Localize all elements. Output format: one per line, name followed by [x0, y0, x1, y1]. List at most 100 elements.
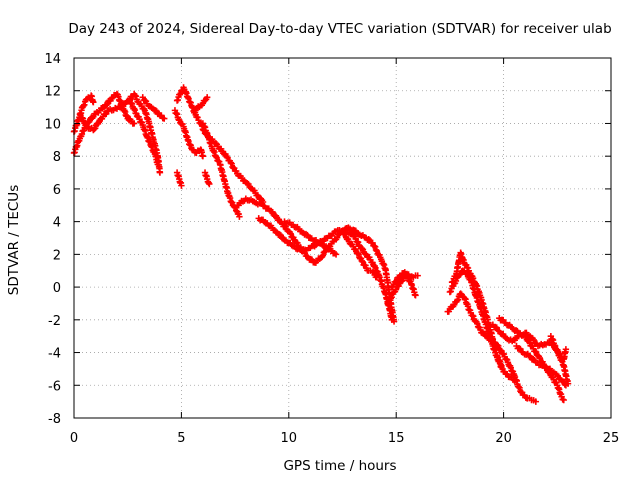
data-point	[332, 251, 340, 258]
data-point	[228, 160, 235, 167]
data-point	[236, 213, 243, 220]
data-points	[70, 84, 572, 405]
data-point	[201, 97, 209, 104]
series-arc-20	[448, 249, 505, 369]
data-point	[161, 115, 168, 122]
data-point	[562, 346, 570, 353]
data-point	[414, 272, 421, 279]
data-point	[522, 333, 530, 340]
data-point	[404, 272, 411, 280]
chart-title: Day 243 of 2024, Sidereal Day-to-day VTE…	[68, 21, 611, 37]
data-point	[354, 249, 362, 257]
data-point	[79, 115, 87, 122]
data-point	[287, 230, 294, 237]
data-point	[460, 256, 467, 264]
data-point	[532, 348, 540, 356]
data-point	[516, 384, 523, 392]
data-point	[130, 120, 138, 127]
data-point	[358, 245, 366, 252]
data-point	[474, 320, 481, 327]
data-point	[399, 277, 406, 284]
data-point	[81, 101, 88, 108]
data-point	[319, 252, 327, 259]
data-point	[276, 231, 283, 238]
data-point	[532, 398, 540, 405]
series-arc-15	[339, 228, 381, 281]
data-point	[103, 102, 110, 109]
data-point	[454, 296, 462, 303]
series-arc-8	[171, 107, 207, 160]
data-point	[530, 355, 537, 363]
data-point	[373, 274, 381, 281]
series-arc-6	[173, 169, 185, 189]
data-point	[243, 179, 251, 187]
series-arc-17	[388, 269, 419, 299]
data-point	[454, 297, 461, 304]
x-tick-label: 5	[177, 431, 185, 446]
series-arc-11	[201, 169, 213, 188]
data-point	[392, 278, 399, 286]
data-point	[318, 253, 326, 261]
y-tick-label: 8	[53, 150, 61, 165]
data-point	[372, 246, 380, 254]
data-point	[503, 355, 510, 363]
x-tick-label: 15	[388, 431, 405, 446]
data-point	[232, 207, 240, 214]
series-arc-9	[191, 94, 211, 114]
series-arc-5	[139, 94, 168, 122]
data-point	[515, 383, 522, 391]
grid	[74, 58, 611, 418]
data-point	[470, 312, 477, 320]
data-point	[388, 293, 395, 301]
data-point	[359, 246, 367, 253]
data-point	[152, 107, 159, 114]
data-point	[212, 152, 219, 160]
data-point	[203, 94, 211, 101]
y-tick-label: -6	[48, 379, 61, 394]
data-point	[564, 380, 572, 387]
data-point	[227, 159, 235, 166]
data-point	[536, 354, 544, 362]
data-point	[245, 180, 252, 188]
x-tick-label: 0	[70, 431, 78, 446]
y-tick-label: -8	[48, 412, 61, 427]
data-point	[342, 231, 349, 238]
data-point	[449, 278, 457, 285]
series-arc-13	[255, 215, 340, 258]
series-arc-23	[513, 342, 570, 389]
x-axis-label: GPS time / hours	[283, 458, 396, 474]
series-arc-10	[199, 120, 243, 220]
y-axis-label: SDTVAR / TECUs	[6, 185, 22, 295]
series-arc-4	[126, 97, 161, 168]
y-tick-label: -2	[48, 314, 61, 329]
data-point	[80, 102, 87, 110]
data-point	[178, 182, 185, 189]
y-tick-label: 4	[53, 216, 61, 231]
data-point	[141, 97, 149, 104]
data-point	[355, 251, 362, 258]
data-point	[387, 295, 395, 302]
data-point	[213, 154, 220, 161]
x-tick-label: 10	[281, 431, 298, 446]
data-point	[355, 241, 363, 249]
data-point	[199, 152, 207, 160]
y-tick-label: 0	[53, 281, 61, 296]
data-point	[530, 336, 537, 344]
data-point	[358, 257, 366, 265]
axis-ticks: 0 5 10 15 20 25 -8 -6 -4 -2 0 2 4 6 8 10 12 14	[44, 52, 619, 446]
data-point	[154, 161, 161, 168]
data-point	[412, 292, 419, 299]
data-point	[156, 169, 164, 176]
series-arc-1	[70, 92, 97, 135]
data-point	[469, 275, 477, 282]
x-tick-label: 20	[495, 431, 512, 446]
data-point	[511, 377, 518, 384]
y-tick-label: 6	[53, 183, 61, 198]
data-point	[91, 124, 99, 132]
series-arc-24	[547, 332, 572, 387]
data-point	[388, 316, 396, 324]
y-tick-label: 10	[44, 117, 61, 132]
data-point	[206, 180, 213, 188]
data-point	[447, 288, 454, 295]
